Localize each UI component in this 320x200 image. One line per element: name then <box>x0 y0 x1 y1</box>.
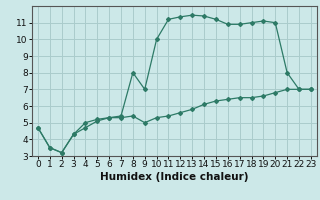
X-axis label: Humidex (Indice chaleur): Humidex (Indice chaleur) <box>100 172 249 182</box>
